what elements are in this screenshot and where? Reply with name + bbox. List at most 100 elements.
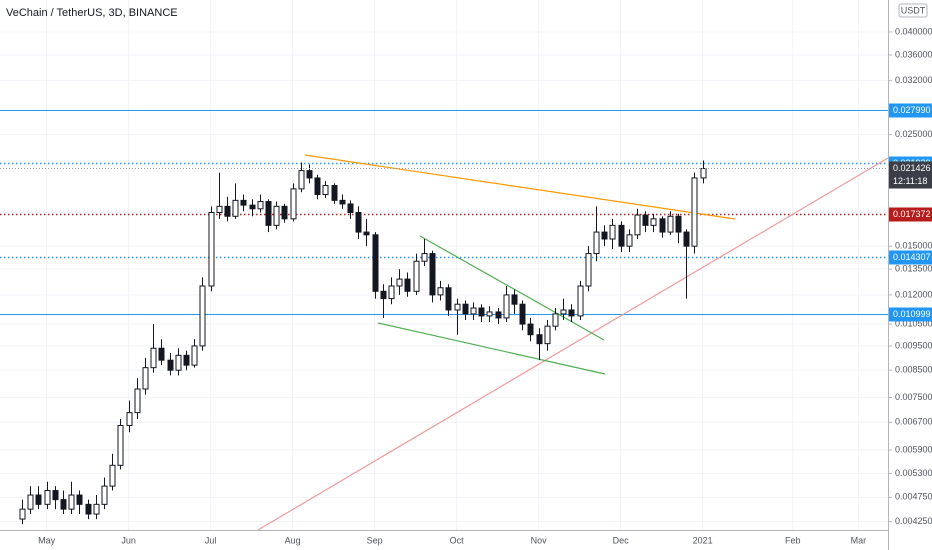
- candle-body: [355, 212, 362, 233]
- candle-body: [142, 367, 149, 390]
- price-level-tag: [889, 250, 932, 265]
- candle-body: [454, 303, 461, 311]
- candle-body: [298, 170, 305, 190]
- candle-body: [700, 168, 707, 179]
- chart-title: VeChain / TetherUS, 3D, BINANCE: [6, 7, 178, 19]
- y-tick-label: 0.040000: [895, 26, 932, 36]
- candle-body: [536, 334, 543, 345]
- x-tick-label: Aug: [285, 535, 301, 545]
- x-tick-label: Mar: [851, 535, 867, 545]
- candle-body: [158, 347, 165, 361]
- candle-body: [273, 205, 280, 226]
- trend-line: [257, 157, 889, 531]
- candle-body: [281, 205, 288, 220]
- candle-body: [76, 494, 83, 505]
- candle-body: [265, 201, 272, 226]
- candle-body: [593, 231, 600, 255]
- candle-body: [126, 412, 133, 426]
- candle-body: [290, 188, 297, 220]
- candle-body: [68, 494, 75, 510]
- y-tick-label: 0.007500: [895, 392, 932, 402]
- candle-body: [560, 309, 567, 315]
- candle-body: [511, 294, 518, 305]
- candle-body: [249, 204, 256, 210]
- last-price-label: 0.021426: [893, 163, 931, 173]
- candle-body: [232, 199, 239, 217]
- candle-body: [691, 177, 698, 247]
- candle-body: [478, 307, 485, 317]
- price-level-tag: [889, 207, 932, 222]
- candle-body: [306, 170, 313, 179]
- currency-label[interactable]: USDT: [901, 5, 926, 15]
- price-axis: 0.040000 0.036000 0.032000 0.025000 0.015000…: [888, 26, 932, 526]
- y-tick-label: 0.006700: [895, 417, 932, 427]
- candle-body: [60, 499, 67, 510]
- candle-body: [634, 214, 641, 236]
- candle-body: [183, 354, 190, 366]
- price-level-label: 0.027990: [893, 105, 931, 115]
- candle-body: [134, 388, 141, 414]
- y-tick-label: 0.008500: [895, 365, 932, 375]
- candle-body: [52, 490, 59, 501]
- x-tick-label: Oct: [450, 535, 465, 545]
- candle-body: [675, 215, 682, 233]
- candle-body: [618, 224, 625, 247]
- price-level-label: 0.014307: [893, 252, 931, 262]
- candles: [19, 160, 707, 525]
- x-tick-label: Sep: [367, 535, 383, 545]
- candle-body: [240, 199, 247, 206]
- candle-body: [101, 485, 108, 505]
- candle-body: [396, 278, 403, 287]
- candle-body: [462, 303, 469, 315]
- candle-body: [175, 354, 182, 371]
- y-tick-label: 0.015000: [895, 241, 932, 251]
- candle-body: [544, 325, 551, 345]
- candle-body: [216, 205, 223, 214]
- price-level-label: 0.017372: [893, 209, 931, 219]
- candle-body: [421, 253, 428, 262]
- candle-body: [585, 253, 592, 287]
- candle-body: [519, 303, 526, 325]
- candle-body: [150, 347, 157, 369]
- candle-body: [609, 224, 616, 240]
- trend-lines: [257, 154, 889, 531]
- candle-body: [363, 231, 370, 236]
- candle-body: [19, 508, 26, 520]
- candle-body: [503, 294, 510, 319]
- x-tick-label: Dec: [613, 535, 630, 545]
- candle-body: [404, 278, 411, 292]
- candle-body: [257, 201, 264, 210]
- y-tick-label: 0.005900: [895, 444, 932, 454]
- x-tick-label: 2021: [693, 535, 713, 545]
- candle-body: [601, 231, 608, 240]
- y-tick-label: 0.013500: [895, 264, 932, 274]
- levels: [0, 110, 888, 315]
- trend-line: [304, 154, 736, 220]
- trend-line: [377, 322, 606, 375]
- currency-box[interactable]: [898, 3, 928, 18]
- candle-body: [322, 185, 329, 196]
- price-level-label: 0.010999: [893, 309, 931, 319]
- candle-body: [527, 323, 534, 336]
- candle-body: [199, 285, 206, 347]
- y-tick-label: 0.004250: [895, 516, 932, 526]
- y-tick-label: 0.032000: [895, 75, 932, 85]
- y-tick-label: 0.005300: [895, 468, 932, 478]
- x-tick-label: Feb: [785, 535, 801, 545]
- candle-body: [191, 345, 198, 366]
- x-tick-label: Jul: [205, 535, 217, 545]
- candle-body: [44, 490, 51, 505]
- candle-body: [93, 503, 100, 515]
- candle-body: [486, 311, 493, 317]
- y-tick-label: 0.036000: [895, 49, 932, 59]
- candle-body: [429, 253, 436, 296]
- candle-body: [314, 177, 321, 196]
- last-price-tag: [889, 161, 932, 189]
- y-tick-label: 0.010500: [895, 318, 932, 328]
- y-tick-label: 0.012000: [895, 289, 932, 299]
- candle-body: [642, 214, 649, 226]
- x-tick-label: Jun: [121, 535, 136, 545]
- candle-body: [495, 311, 502, 319]
